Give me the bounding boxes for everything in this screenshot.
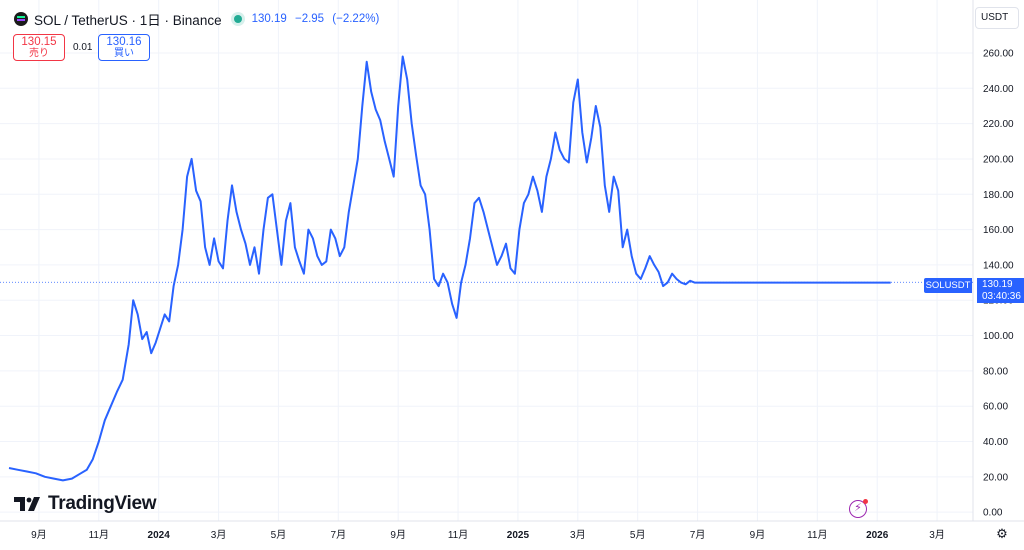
x-tick-label: 5月 <box>630 529 646 541</box>
chart-legend[interactable]: SOL / TetherUS · 1日 · Binance 130.19 −2.… <box>14 8 384 30</box>
y-tick-label: 260.00 <box>983 48 1014 59</box>
x-tick-label: 3月 <box>211 529 227 541</box>
solusdt-price-line <box>8 55 891 482</box>
change-percent-value: (−2.22%) <box>332 13 380 25</box>
x-tick-label: 7月 <box>690 529 706 541</box>
x-tick-label: 2024 <box>148 530 171 541</box>
y-tick-label: 220.00 <box>983 119 1014 130</box>
solana-coin-icon <box>14 12 28 26</box>
buy-label: 買い <box>114 48 134 59</box>
tradingview-logo-icon <box>14 497 40 511</box>
buy-price: 130.16 <box>106 36 142 48</box>
x-tick-label: 5月 <box>271 529 287 541</box>
x-tick-label: 3月 <box>929 529 945 541</box>
x-tick-label: 7月 <box>331 529 347 541</box>
x-tick-label: 3月 <box>570 529 586 541</box>
x-tick-label: 11月 <box>89 529 109 541</box>
symbol-price-tag: SOLUSDT <box>924 278 972 293</box>
lightning-icon[interactable]: ⚡ <box>849 499 868 518</box>
y-tick-label: 180.00 <box>983 190 1014 201</box>
price-axis[interactable]: 0.0020.0040.0060.0080.00100.00120.00140.… <box>983 48 1014 518</box>
buy-button[interactable]: 130.16 買い <box>98 34 150 61</box>
tradingview-logo[interactable]: TradingView <box>14 493 157 515</box>
symbol-title[interactable]: SOL / TetherUS · 1日 · Binance <box>34 13 222 28</box>
logo-text: TradingView <box>48 493 157 514</box>
y-tick-label: 0.00 <box>983 508 1003 519</box>
time-axis[interactable]: 9月 11月 2024 3月 5月 7月 9月 11月 2025 3月 5月 7月 9月 11月 2026 3… <box>31 529 945 541</box>
currency-button[interactable]: USDT <box>975 7 1019 29</box>
x-tick-label: 2026 <box>866 530 889 541</box>
current-price-label: 130.19 03:40:36 <box>977 278 1024 303</box>
spread-value: 0.01 <box>73 42 93 53</box>
sell-label: 売り <box>29 48 49 59</box>
x-tick-label: 11月 <box>448 529 468 541</box>
price-change-readout: 130.19 −2.95 (−2.22%) <box>252 13 385 25</box>
y-tick-label: 60.00 <box>983 402 1008 413</box>
market-open-dot-icon <box>233 15 242 23</box>
chart-grid <box>0 0 973 521</box>
y-tick-label: 100.00 <box>983 331 1014 342</box>
change-value: −2.95 <box>294 13 325 25</box>
y-tick-label: 40.00 <box>983 437 1008 448</box>
bar-countdown: 03:40:36 <box>982 291 1021 302</box>
y-tick-label: 20.00 <box>983 472 1008 483</box>
current-price-value: 130.19 <box>982 279 1013 290</box>
x-tick-label: 9月 <box>750 529 766 541</box>
y-tick-label: 160.00 <box>983 225 1014 236</box>
gear-icon[interactable]: ⚙ <box>996 526 1008 541</box>
x-tick-label: 2025 <box>507 530 530 541</box>
y-tick-label: 240.00 <box>983 84 1014 95</box>
y-tick-label: 200.00 <box>983 154 1014 165</box>
sell-button[interactable]: 130.15 売り <box>13 34 65 61</box>
x-tick-label: 9月 <box>390 529 406 541</box>
last-price-value: 130.19 <box>251 13 287 25</box>
y-tick-label: 140.00 <box>983 260 1014 271</box>
sell-price: 130.15 <box>21 36 57 48</box>
x-tick-label: 9月 <box>31 529 47 541</box>
y-tick-label: 80.00 <box>983 366 1008 377</box>
x-tick-label: 11月 <box>807 529 827 541</box>
